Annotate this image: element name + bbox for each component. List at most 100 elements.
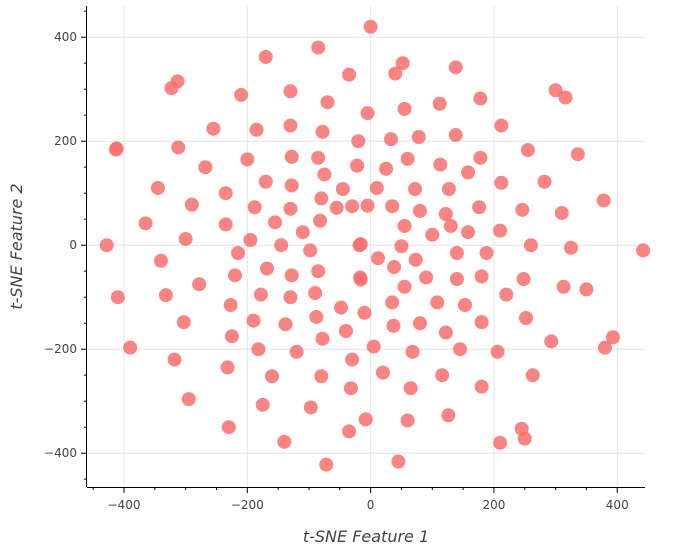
data-point-120 [246, 313, 261, 328]
data-point-133 [167, 352, 182, 367]
data-point-167 [391, 454, 406, 469]
data-point-20 [283, 118, 298, 133]
data-point-124 [357, 305, 372, 320]
data-point-26 [383, 132, 398, 147]
data-point-147 [314, 369, 329, 384]
data-point-84 [394, 239, 409, 254]
data-point-21 [315, 124, 330, 139]
data-point-100 [564, 240, 579, 255]
data-point-105 [227, 268, 242, 283]
data-point-157 [358, 412, 373, 427]
data-point-59 [360, 198, 375, 213]
x-tick-label-0: −400 [108, 498, 141, 512]
data-point-75 [461, 225, 476, 240]
data-point-35 [473, 150, 488, 165]
data-point-88 [231, 246, 246, 260]
data-point-110 [397, 279, 412, 294]
data-point-54 [247, 200, 262, 215]
data-point-66 [596, 193, 611, 208]
x-axis-title: t-SNE Feature 1 [303, 527, 429, 546]
data-point-70 [295, 225, 310, 240]
data-point-28 [108, 142, 123, 157]
data-point-103 [158, 288, 173, 303]
data-point-128 [438, 325, 453, 340]
data-point-119 [223, 298, 238, 312]
data-point-117 [579, 282, 594, 297]
data-point-122 [309, 309, 324, 324]
data-point-40 [379, 161, 394, 176]
data-point-115 [516, 272, 531, 286]
data-point-101 [636, 243, 651, 258]
data-point-49 [441, 182, 456, 197]
data-point-98 [479, 246, 494, 260]
data-point-36 [520, 143, 535, 158]
data-point-96 [449, 246, 464, 260]
data-point-163 [493, 435, 508, 450]
data-point-43 [150, 181, 165, 195]
y-tick-label-0: −400 [44, 446, 77, 460]
data-point-139 [366, 339, 381, 354]
data-point-10 [234, 87, 249, 102]
data-point-41 [317, 167, 332, 182]
data-point-58 [345, 199, 360, 214]
data-point-4 [448, 60, 463, 75]
data-point-112 [457, 298, 472, 312]
data-point-146 [264, 369, 279, 384]
data-point-145 [220, 360, 235, 375]
data-point-114 [499, 287, 514, 302]
data-point-89 [260, 261, 275, 276]
data-point-3 [395, 56, 410, 71]
data-point-121 [278, 317, 293, 332]
data-point-22 [411, 130, 426, 145]
data-point-161 [277, 434, 292, 449]
data-point-86 [371, 251, 386, 266]
data-point-166 [319, 457, 334, 472]
data-point-135 [251, 342, 266, 357]
data-point-11 [283, 84, 298, 99]
data-point-73 [425, 227, 440, 242]
data-point-0 [363, 19, 378, 34]
data-point-118 [176, 315, 191, 330]
data-point-65 [554, 205, 569, 220]
data-point-68 [218, 217, 233, 232]
y-tick-label-4: 400 [54, 30, 77, 44]
data-point-63 [472, 200, 487, 215]
data-point-80 [274, 238, 289, 253]
data-point-134 [224, 329, 239, 344]
data-point-152 [525, 368, 540, 383]
data-point-151 [474, 379, 489, 394]
data-point-93 [353, 270, 368, 285]
data-point-67 [138, 216, 153, 231]
data-point-148 [375, 365, 390, 380]
data-point-104 [192, 277, 207, 292]
data-point-113 [474, 269, 489, 284]
data-point-126 [386, 318, 401, 333]
x-tick-label-2: 0 [367, 498, 375, 512]
data-point-74 [443, 218, 458, 233]
data-point-23 [448, 127, 463, 142]
data-point-116 [556, 279, 571, 294]
x-tick-label-3: 200 [482, 498, 505, 512]
data-point-91 [311, 264, 326, 279]
data-point-53 [184, 197, 199, 212]
data-point-132 [123, 340, 138, 355]
data-point-127 [412, 316, 427, 331]
data-point-2 [258, 49, 273, 64]
data-point-42 [461, 165, 476, 180]
data-point-140 [405, 344, 420, 359]
data-point-155 [303, 400, 318, 415]
y-axis-ticks: −400 −200 0 200 400 [44, 10, 87, 480]
data-point-156 [343, 381, 358, 396]
data-point-16 [397, 101, 412, 116]
data-point-144 [597, 340, 612, 355]
data-point-95 [419, 270, 434, 285]
data-point-12 [473, 91, 488, 106]
data-point-48 [408, 182, 423, 197]
data-point-37 [570, 147, 585, 162]
data-point-60 [385, 199, 400, 214]
y-tick-label-1: −200 [44, 342, 77, 356]
data-point-55 [283, 201, 298, 216]
data-point-102 [110, 290, 125, 305]
data-point-106 [253, 287, 268, 302]
data-point-29 [171, 140, 186, 155]
